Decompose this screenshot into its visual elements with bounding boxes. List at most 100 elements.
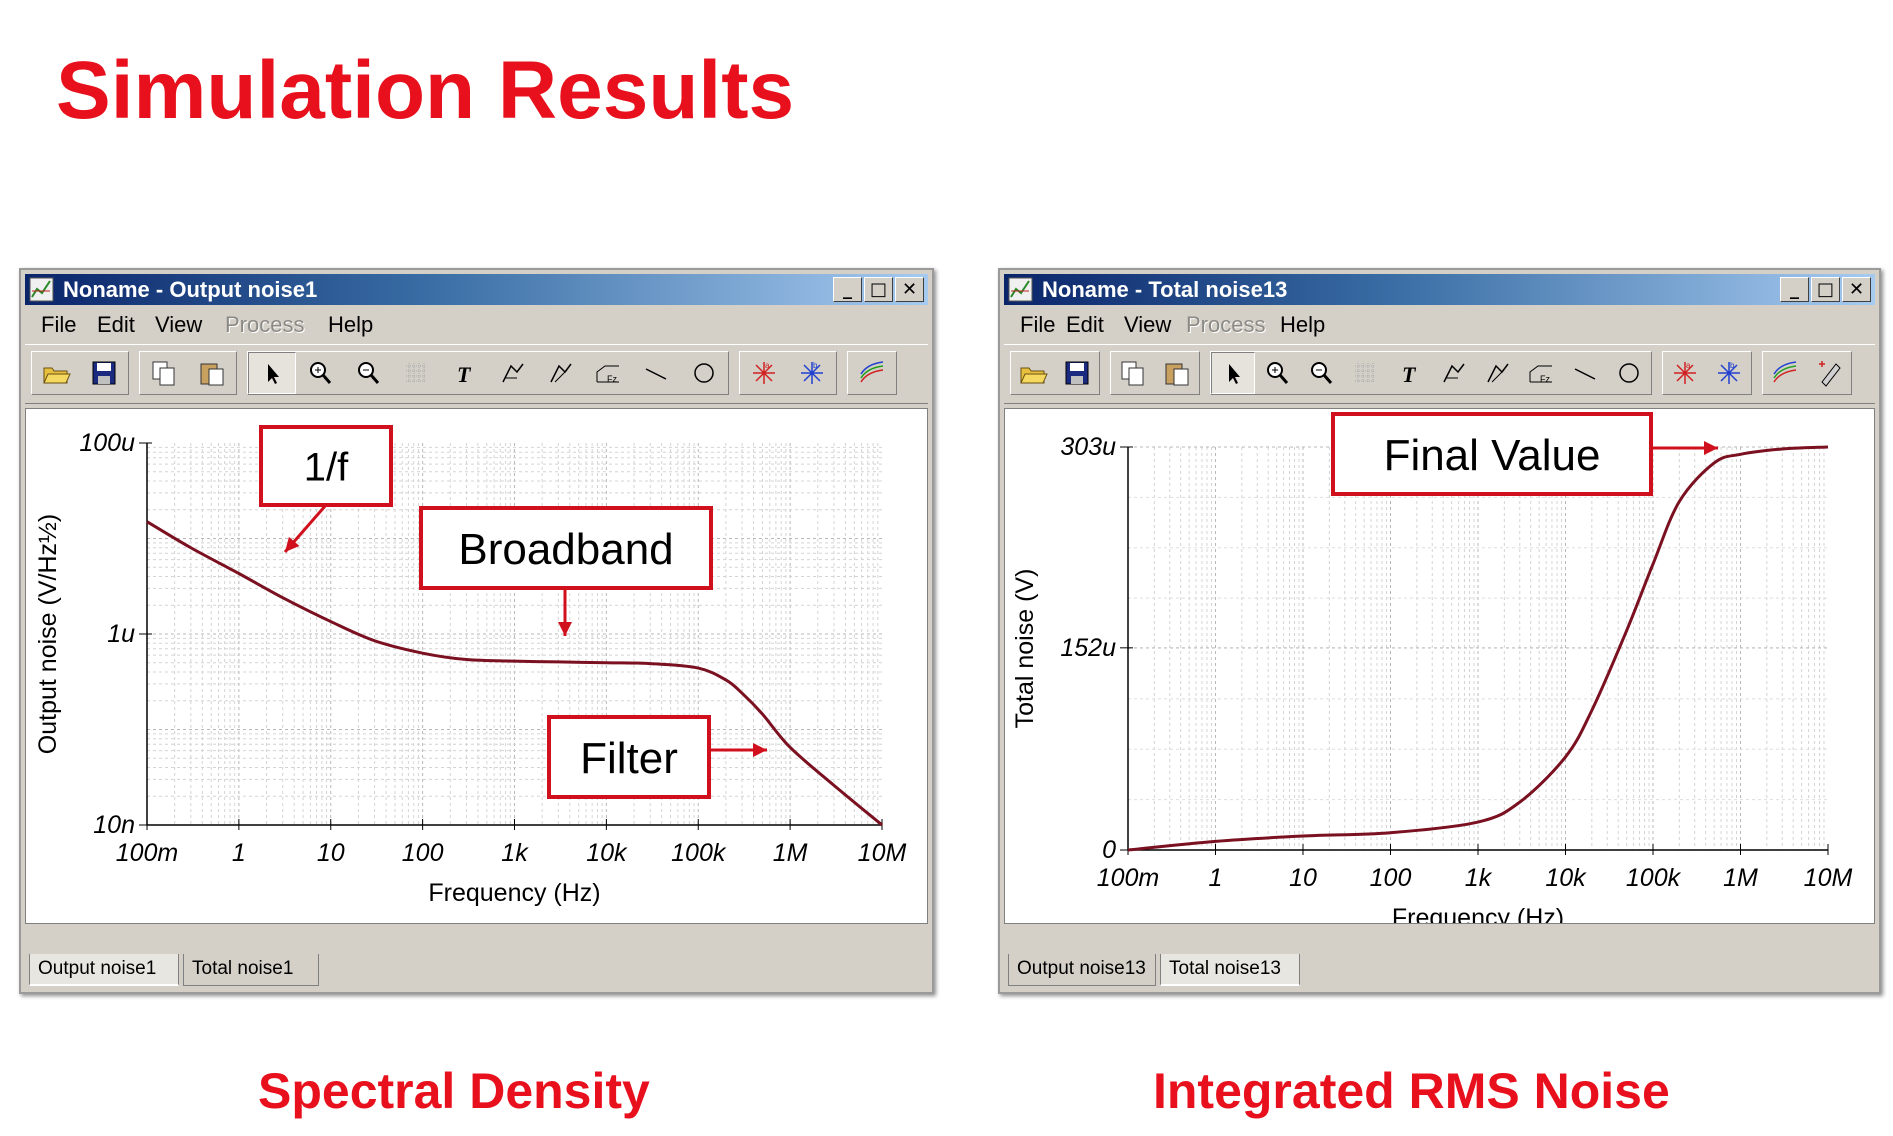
paste-button[interactable] [1155, 352, 1199, 394]
menu-edit[interactable]: Edit [1066, 312, 1104, 337]
line-tool-icon [1574, 368, 1596, 380]
menu-process[interactable]: Process [225, 312, 305, 337]
y-tick-label: 10n [93, 811, 135, 839]
grid-button[interactable] [392, 352, 440, 394]
maximize-button[interactable]: □ [864, 277, 893, 302]
minimize-button[interactable]: _ [1780, 277, 1809, 302]
open-folder-button[interactable] [1011, 352, 1055, 394]
menu-view[interactable]: View [1124, 312, 1172, 337]
close-button[interactable]: ✕ [895, 277, 924, 302]
x-tick-label: 10 [1289, 864, 1317, 892]
svg-text:Fz: Fz [607, 374, 617, 384]
annotation-final-value: Final Value [1331, 412, 1718, 496]
curves-button[interactable] [1763, 352, 1807, 394]
plot-area: 100m 1 10 100 1k 10k 100k 1M 10M 0 152u 303u Frequen… [1004, 408, 1875, 924]
tab-total-noise[interactable]: Total noise1 [183, 954, 319, 986]
line-tool-button[interactable] [1563, 352, 1607, 394]
x-tick-label: 100m [1097, 864, 1160, 892]
svg-text:T: T [1402, 362, 1417, 387]
curves-button[interactable] [848, 352, 896, 394]
copy-button[interactable] [1111, 352, 1155, 394]
text-tool-icon: T [457, 362, 472, 387]
menu-edit[interactable]: Edit [97, 312, 135, 337]
tab-output-noise[interactable]: Output noise1 [29, 954, 179, 986]
menu-bar: File Edit View Process Help [1004, 308, 1875, 340]
slide-title: Simulation Results [56, 45, 795, 136]
cursor-a-button[interactable] [1431, 352, 1475, 394]
curves-icon [860, 361, 884, 383]
marker-a-button[interactable]: a [740, 352, 788, 394]
save-disk-icon [1065, 361, 1089, 385]
menu-help[interactable]: Help [328, 312, 374, 337]
tab-total-noise[interactable]: Total noise13 [1160, 954, 1300, 986]
zoom-fit-icon [1311, 362, 1333, 384]
menu-file[interactable]: File [41, 312, 77, 337]
annotation-filter: Filter [547, 715, 767, 799]
save-disk-button[interactable] [80, 352, 128, 394]
close-button[interactable]: ✕ [1842, 277, 1871, 302]
line-tool-icon [645, 368, 667, 380]
zoom-in-icon [1267, 362, 1289, 384]
zoom-fit-button[interactable] [344, 352, 392, 394]
x-tick-label: 10M [858, 839, 907, 867]
marker-b-icon: b [801, 361, 823, 384]
line-tool-button[interactable] [632, 352, 680, 394]
cursor-b-button[interactable] [1475, 352, 1519, 394]
paste-button[interactable] [188, 352, 236, 394]
window-title-bar[interactable]: Noname - Total noise13 _ □ ✕ [1004, 274, 1875, 305]
pointer-arrow-button[interactable] [248, 352, 296, 394]
grid-icon [406, 363, 426, 383]
tab-output-noise[interactable]: Output noise13 [1008, 954, 1156, 986]
minimize-button[interactable]: _ [833, 277, 862, 302]
title-tool-button[interactable]: Fz [1519, 352, 1563, 394]
x-tick-label: 1M [1723, 864, 1758, 892]
svg-text:b: b [1730, 361, 1735, 370]
toolbar: T Fz a b [25, 344, 928, 404]
cursor-a-icon [1443, 363, 1465, 383]
annotation-broadband-arrowhead [558, 622, 572, 636]
menu-bar: File Edit View Process Help [25, 308, 928, 340]
zoom-fit-button[interactable] [1299, 352, 1343, 394]
y-tick-label: 152u [1060, 634, 1116, 662]
svg-text:T: T [457, 362, 472, 387]
pen-icon [1819, 361, 1841, 387]
copy-button[interactable] [140, 352, 188, 394]
save-disk-icon [92, 361, 116, 385]
zoom-in-button[interactable] [1255, 352, 1299, 394]
circle-tool-button[interactable] [680, 352, 728, 394]
menu-file[interactable]: File [1020, 312, 1056, 337]
toolbar-group [31, 351, 129, 395]
tina-app-icon [1008, 277, 1033, 302]
open-folder-icon [1020, 367, 1048, 384]
menu-help[interactable]: Help [1280, 312, 1326, 337]
zoom-in-icon [310, 362, 332, 384]
save-disk-button[interactable] [1055, 352, 1099, 394]
text-tool-button[interactable]: T [440, 352, 488, 394]
tab-bar: Output noise13 Total noise13 [1004, 954, 1873, 988]
toolbar-group [847, 351, 897, 395]
title-tool-button[interactable]: Fz [584, 352, 632, 394]
total-noise-window: Noname - Total noise13 _ □ ✕ File Edit V… [998, 268, 1881, 994]
menu-view[interactable]: View [155, 312, 203, 337]
marker-a-button[interactable]: a [1663, 352, 1707, 394]
cursor-b-icon [550, 363, 572, 383]
annotation-1-over-f-label: 1/f [304, 445, 349, 489]
circle-tool-button[interactable] [1607, 352, 1651, 394]
x-axis-label: Frequency (Hz) [428, 879, 600, 907]
cursor-a-button[interactable] [488, 352, 536, 394]
text-tool-button[interactable]: T [1387, 352, 1431, 394]
open-folder-button[interactable] [32, 352, 80, 394]
cursor-b-button[interactable] [536, 352, 584, 394]
pointer-arrow-button[interactable] [1211, 352, 1255, 394]
marker-b-button[interactable]: b [788, 352, 836, 394]
tina-app-icon [29, 277, 54, 302]
maximize-button[interactable]: □ [1811, 277, 1840, 302]
grid-button[interactable] [1343, 352, 1387, 394]
window-title-bar[interactable]: Noname - Output noise1 _ □ ✕ [25, 274, 928, 305]
paste-icon [200, 363, 224, 386]
x-tick-label: 10k [1545, 864, 1587, 892]
menu-process[interactable]: Process [1186, 312, 1266, 337]
zoom-in-button[interactable] [296, 352, 344, 394]
pen-button[interactable] [1807, 352, 1851, 394]
marker-b-button[interactable]: b [1707, 352, 1751, 394]
